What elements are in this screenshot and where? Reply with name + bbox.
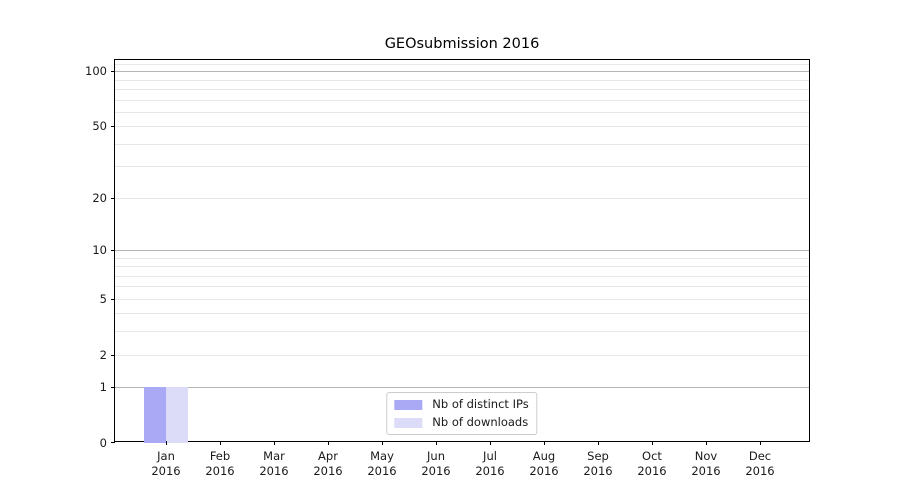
- gridline-major: [115, 249, 809, 251]
- gridline-minor: [115, 257, 809, 259]
- x-tick-label: Aug 2016: [529, 449, 558, 478]
- y-tick-label: 100: [85, 64, 107, 79]
- y-tick: [111, 126, 115, 128]
- x-tick-label-month: Jan: [157, 449, 175, 463]
- chart-title: GEOsubmission 2016: [384, 36, 540, 52]
- x-tick-label-year: 2016: [475, 463, 505, 478]
- y-tick-label: 50: [92, 119, 107, 134]
- gridline-minor: [115, 63, 809, 65]
- x-tick: [760, 441, 761, 445]
- x-tick: [436, 441, 437, 445]
- x-tick-label: Apr 2016: [313, 449, 342, 478]
- gridline-major: [115, 387, 809, 389]
- x-tick-label-month: Aug: [532, 449, 556, 463]
- y-tick-label: 1: [99, 380, 107, 395]
- gridline-minor: [115, 143, 809, 145]
- legend-swatch: [394, 399, 423, 410]
- x-tick-label: Oct 2016: [637, 449, 666, 478]
- x-tick-label: Feb 2016: [205, 449, 234, 478]
- gridline-minor: [115, 88, 809, 90]
- x-tick-label-month: Mar: [263, 449, 285, 463]
- x-tick-label: Nov 2016: [691, 449, 720, 478]
- x-tick-label-year: 2016: [691, 463, 721, 478]
- y-tick-label: 5: [99, 291, 107, 306]
- y-tick: [111, 197, 115, 199]
- gridline-minor: [115, 275, 809, 277]
- gridline-minor: [115, 126, 809, 128]
- gridline-minor: [115, 197, 809, 199]
- gridline-minor: [115, 298, 809, 300]
- legend-label: Nb of downloads: [432, 415, 529, 429]
- x-tick-label: Jun 2016: [421, 449, 450, 478]
- legend-label: Nb of distinct IPs: [432, 397, 529, 411]
- y-tick: [111, 354, 115, 356]
- x-tick: [490, 441, 491, 445]
- gridline-minor: [115, 266, 809, 267]
- y-tick: [111, 387, 115, 389]
- y-tick: [111, 249, 115, 251]
- y-tick-label: 0: [99, 436, 107, 450]
- y-tick-label: 20: [92, 190, 107, 205]
- x-tick-label-year: 2016: [583, 463, 613, 478]
- x-tick-label-year: 2016: [259, 463, 289, 478]
- gridline-minor: [115, 354, 809, 356]
- legend: Nb of distinct IPs Nb of downloads: [386, 392, 538, 435]
- x-tick-label-month: Nov: [694, 449, 718, 463]
- x-tick: [544, 441, 545, 445]
- x-tick-label-month: Sep: [587, 449, 609, 463]
- x-tick-label: Mar 2016: [259, 449, 288, 478]
- gridline-minor: [115, 166, 809, 168]
- x-tick-label: Jan 2016: [151, 449, 180, 478]
- x-tick: [652, 441, 653, 445]
- gridline-minor: [115, 286, 809, 288]
- x-tick-label: Dec 2016: [745, 449, 774, 478]
- plot-area: 0 1 2 5 10 20 50 100 Jan 2016 Feb 2016 Mar 2016 Apr 201…: [85, 59, 810, 478]
- bar: [144, 387, 166, 443]
- x-tick-label-month: May: [370, 449, 394, 463]
- x-tick-label: May 2016: [367, 449, 396, 478]
- x-tick-label-month: Jul: [483, 449, 497, 463]
- x-tick-label-year: 2016: [529, 463, 559, 478]
- gridline-major: [115, 71, 809, 73]
- x-tick-label-month: Jun: [427, 449, 445, 463]
- x-tick-label-year: 2016: [637, 463, 667, 478]
- x-tick: [220, 441, 221, 445]
- bar: [166, 387, 188, 443]
- x-tick-label-year: 2016: [421, 463, 451, 478]
- gridline-minor: [115, 331, 809, 333]
- legend-row: Nb of downloads: [394, 416, 528, 429]
- y-tick-label: 2: [99, 347, 107, 362]
- x-tick: [166, 441, 167, 445]
- x-tick-label: Jul 2016: [475, 449, 504, 478]
- x-tick-label-year: 2016: [367, 463, 397, 478]
- x-tick-label-year: 2016: [745, 463, 775, 478]
- y-tick: [111, 71, 115, 73]
- x-tick-label-year: 2016: [313, 463, 343, 478]
- x-tick: [598, 441, 599, 445]
- x-tick-label-month: Feb: [209, 449, 231, 463]
- x-tick-label-month: Oct: [642, 449, 662, 463]
- y-tick: [111, 298, 115, 300]
- gridline-minor: [115, 313, 809, 315]
- x-tick: [382, 441, 383, 445]
- legend-row: Nb of distinct IPs: [394, 397, 529, 411]
- x-tick-label-month: Apr: [318, 449, 338, 463]
- x-tick: [328, 441, 329, 445]
- x-tick-label: Sep 2016: [583, 449, 612, 478]
- gridline-minor: [115, 111, 809, 113]
- x-tick-label-year: 2016: [151, 463, 181, 478]
- y-tick-label: 10: [92, 242, 107, 257]
- x-tick: [706, 441, 707, 445]
- x-tick-label-month: Dec: [748, 449, 772, 463]
- gridline-minor: [115, 79, 809, 81]
- y-tick: [111, 442, 115, 443]
- legend-swatch: [394, 417, 423, 428]
- x-tick: [274, 441, 275, 445]
- gridline-minor: [115, 99, 809, 101]
- x-tick-label-year: 2016: [205, 463, 235, 478]
